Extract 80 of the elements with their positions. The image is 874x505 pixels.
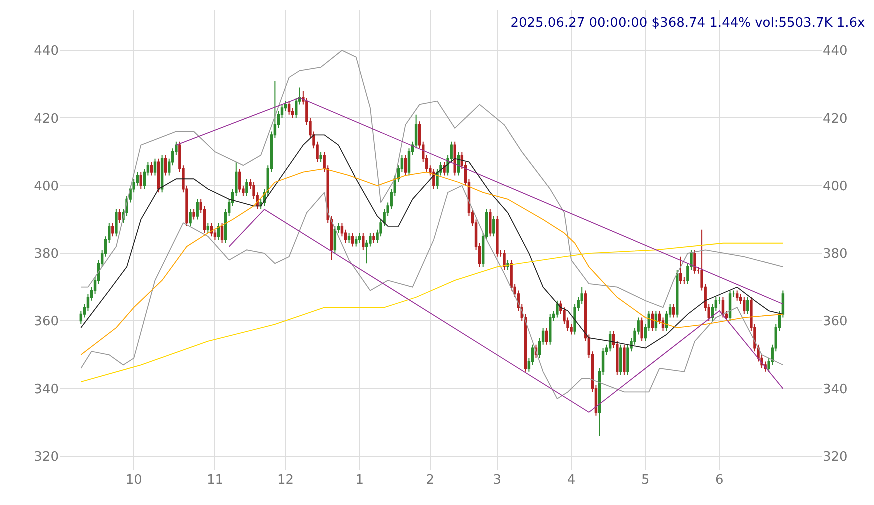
candlestick — [640, 317, 644, 342]
candlestick — [492, 216, 496, 238]
candlestick — [220, 222, 224, 244]
x-tick-label: 6 — [716, 473, 724, 488]
candlestick — [736, 290, 739, 302]
candlestick — [206, 222, 210, 234]
candlestick — [112, 222, 114, 238]
candlestick — [358, 232, 362, 244]
y-tick-label: 420 — [34, 112, 59, 127]
y-tick-label: 380 — [34, 247, 59, 262]
y-tick-label: 400 — [34, 179, 59, 194]
candlestick — [672, 304, 676, 318]
candlestick — [351, 232, 354, 248]
candlestick — [372, 232, 376, 244]
y-tick-label: 320 — [34, 450, 59, 466]
candlestick — [496, 216, 499, 258]
candlestick — [320, 152, 322, 163]
y2-tick-label: 380 — [823, 247, 848, 262]
candlestick — [443, 162, 446, 176]
candlestick — [217, 222, 220, 240]
candlestick — [556, 300, 559, 318]
x-tick-label: 10 — [126, 473, 142, 488]
candlestick — [354, 236, 358, 248]
x-tick-label: 11 — [206, 473, 224, 488]
candlestick — [210, 222, 214, 238]
candlestick — [362, 232, 365, 251]
x-tick-label: 4 — [567, 473, 576, 488]
candlestick — [115, 209, 118, 238]
candlestick — [140, 172, 142, 190]
candlestick — [722, 297, 725, 318]
y-tick-label: 440 — [34, 44, 59, 60]
candlestick — [743, 297, 746, 315]
line-series — [80, 242, 784, 383]
y2-tick-label: 400 — [823, 179, 848, 194]
candlestick — [676, 270, 679, 318]
x-tick-label: 1 — [356, 473, 364, 488]
y-tick-label: 340 — [34, 382, 59, 398]
x-tick-label: 3 — [493, 473, 502, 488]
line-series — [80, 185, 784, 400]
y2-tick-label: 320 — [823, 450, 848, 466]
candlestick — [545, 327, 548, 346]
candlestick — [246, 178, 248, 197]
candlestick — [118, 209, 122, 224]
candlestick — [160, 154, 164, 194]
line-series — [80, 134, 784, 349]
candlestick — [651, 310, 654, 332]
candlestick — [348, 232, 351, 244]
candlestick — [746, 297, 750, 315]
y2-tick-label: 420 — [823, 112, 848, 127]
x-tick-label: 12 — [278, 473, 294, 488]
candlestick — [288, 100, 291, 116]
y-tick-label: 360 — [34, 314, 59, 330]
candlestick — [196, 198, 199, 220]
candlestick — [608, 330, 612, 352]
line-series — [228, 209, 784, 413]
candlestick — [150, 162, 154, 176]
x-tick-label: 2 — [426, 473, 435, 488]
y2-tick-label: 360 — [823, 314, 848, 330]
candlestick — [623, 344, 626, 376]
candlestick — [680, 256, 682, 284]
x-tick-label: 5 — [641, 473, 650, 488]
line-series — [80, 50, 784, 308]
text: 2025.06.27 00:00:00 $368.74 1.44% vol:5503.7K 1.6x — [510, 16, 866, 31]
candlestick — [189, 209, 192, 227]
y2-tick-label: 340 — [823, 382, 848, 398]
candlestick — [654, 310, 658, 332]
candlestick — [157, 158, 160, 194]
y2-tick-label: 440 — [823, 44, 848, 60]
candlestick — [489, 209, 492, 238]
candlestick — [694, 250, 696, 274]
candlestick — [192, 209, 196, 220]
candlestick — [404, 154, 408, 176]
candlestick — [154, 158, 157, 176]
candlestick — [728, 290, 732, 322]
candlestick — [238, 168, 242, 194]
line-series — [80, 168, 784, 356]
candlestick — [549, 314, 552, 346]
candlestick — [620, 344, 622, 376]
candlestick — [164, 154, 168, 176]
candlestick — [503, 250, 506, 271]
